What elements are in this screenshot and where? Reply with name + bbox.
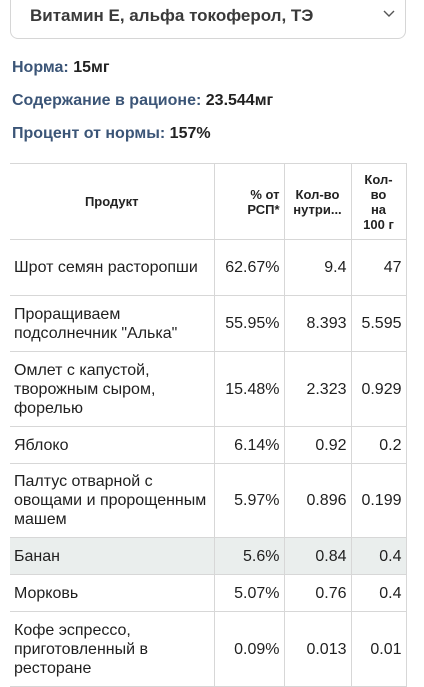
header-per100[interactable]: Кол- во на 100 г [350, 163, 407, 240]
percent-label: Процент от нормы: [12, 125, 166, 142]
nutrient-amount: 8.393 [283, 295, 352, 352]
content-stat: Содержание в рационе: 23.544мг [12, 92, 273, 110]
nutrient-amount: 2.323 [283, 351, 352, 427]
amount-per-100g: 0.199 [350, 463, 407, 538]
nutrient-amount: 0.76 [283, 574, 352, 612]
table-row[interactable]: Омлет с капустой, творожным сыром, форел… [10, 351, 407, 427]
header-per100-line3: на [370, 201, 387, 217]
table-row[interactable]: Морковь 5.07% 0.76 0.4 [10, 574, 407, 612]
nutrient-amount: 0.84 [283, 537, 352, 575]
table-row[interactable]: Проращиваем подсолнечник "Алька" 55.95% … [10, 295, 407, 352]
nutrient-select[interactable]: Витамин Е, альфа токоферол, ТЭ [10, 0, 406, 39]
rsp-percent: 0.09% [213, 611, 285, 687]
content-value: 23.544мг [205, 92, 274, 109]
amount-per-100g: 0.929 [350, 351, 407, 427]
nutrient-amount: 0.013 [283, 611, 352, 687]
product-name: Шрот семян расторопши [10, 239, 215, 296]
product-name: Яблоко [10, 426, 215, 464]
amount-per-100g: 0.4 [350, 574, 407, 612]
nutrient-amount: 0.896 [283, 463, 352, 538]
amount-per-100g: 0.4 [350, 537, 407, 575]
table-row[interactable]: Палтус отварной с овощами и пророщенным … [10, 463, 407, 538]
product-name: Морковь [10, 574, 215, 612]
rsp-percent: 5.6% [213, 537, 285, 575]
amount-per-100g: 0.2 [350, 426, 407, 464]
rsp-percent: 6.14% [213, 426, 285, 464]
rsp-percent: 5.97% [213, 463, 285, 538]
content-label: Содержание в рационе: [12, 92, 202, 109]
amount-per-100g: 0.01 [350, 611, 407, 687]
amount-per-100g: 47 [350, 239, 407, 296]
amount-per-100g: 5.595 [350, 295, 407, 352]
product-name: Кофе эспрессо, приготовленный в ресторан… [10, 611, 215, 687]
norm-stat: Норма: 15мг [12, 59, 110, 77]
chevron-down-icon[interactable] [381, 5, 397, 21]
products-table: Продукт % от РСП* Кол-во нутри... Кол- в… [10, 163, 407, 687]
header-per100-line2: во [370, 186, 387, 202]
rsp-percent: 55.95% [213, 295, 285, 352]
product-name: Омлет с капустой, творожным сыром, форел… [10, 351, 215, 427]
header-amount-line1: Кол-во [295, 186, 340, 202]
nutrient-select-value: Витамин Е, альфа токоферол, ТЭ [30, 6, 314, 25]
header-rsp[interactable]: % от РСП* [213, 163, 285, 240]
header-amount-line2: нутри... [293, 201, 342, 217]
rsp-percent: 5.07% [213, 574, 285, 612]
header-rsp-line2: РСП* [247, 201, 280, 217]
product-name: Банан [10, 537, 215, 575]
rsp-percent: 62.67% [213, 239, 285, 296]
nutrient-amount: 9.4 [283, 239, 352, 296]
table-row[interactable]: Кофе эспрессо, приготовленный в ресторан… [10, 611, 407, 687]
product-name: Проращиваем подсолнечник "Алька" [10, 295, 215, 352]
table-row[interactable]: Яблоко 6.14% 0.92 0.2 [10, 426, 407, 464]
norm-label: Норма: [12, 59, 69, 76]
norm-value: 15мг [73, 59, 110, 76]
table-row-highlighted[interactable]: Банан 5.6% 0.84 0.4 [10, 537, 407, 575]
rsp-percent: 15.48% [213, 351, 285, 427]
table-row[interactable]: Шрот семян расторопши 62.67% 9.4 47 [10, 239, 407, 296]
product-name: Палтус отварной с овощами и пророщенным … [10, 463, 215, 538]
percent-stat: Процент от нормы: 157% [12, 125, 211, 143]
header-amount[interactable]: Кол-во нутри... [283, 163, 352, 240]
percent-value: 157% [169, 125, 211, 142]
table-header-row: Продукт % от РСП* Кол-во нутри... Кол- в… [10, 163, 407, 240]
header-per100-line4: 100 г [363, 216, 394, 232]
header-rsp-line1: % от [250, 186, 280, 202]
nutrient-amount: 0.92 [283, 426, 352, 464]
header-product[interactable]: Продукт [10, 163, 215, 240]
header-per100-line1: Кол- [364, 171, 393, 187]
